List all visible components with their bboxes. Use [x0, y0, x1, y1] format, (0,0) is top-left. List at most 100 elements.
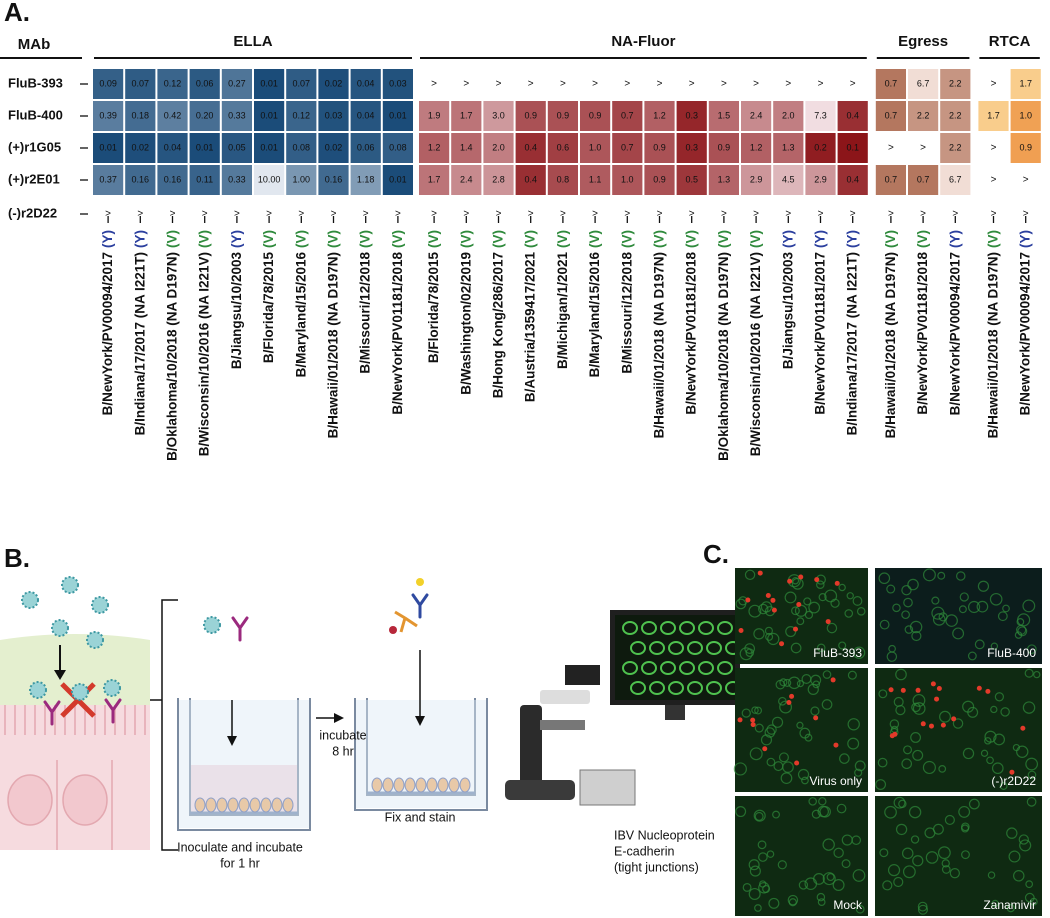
heat-cell	[419, 101, 450, 131]
cell-value: 0.05	[228, 142, 246, 152]
green-cell	[922, 568, 936, 582]
strain: B/NewYork/PV01181/2018	[915, 252, 930, 415]
heat-cell	[978, 101, 1009, 131]
cell-value: 0.4	[524, 142, 537, 152]
cell-icon	[404, 777, 416, 793]
cell-value: >	[920, 143, 926, 154]
red-nucleus	[830, 677, 836, 683]
heat-cell	[125, 165, 156, 195]
micrograph	[735, 796, 868, 916]
green-cell	[762, 884, 771, 893]
green-cell	[999, 782, 1008, 790]
image-label: FluB-400	[987, 646, 1036, 660]
heat-cell	[93, 133, 124, 163]
heat-cell	[940, 69, 971, 99]
green-cell	[1014, 631, 1023, 639]
green-cell	[852, 596, 863, 606]
column-label: B/Wisconsin/10/2016 (NA I221V) (V)	[196, 230, 211, 456]
column-label: B/NewYork/PV00094/2017 (Y)	[1017, 230, 1032, 415]
strain: B/Missouri/12/2018	[619, 252, 634, 374]
heat-cell	[221, 69, 252, 99]
cell-value: 0.7	[621, 142, 634, 152]
cell-value: 0.07	[293, 78, 311, 88]
cell-value: 0.03	[389, 78, 407, 88]
cell-value: >	[202, 209, 208, 220]
green-cell	[765, 632, 774, 641]
heat-cell	[254, 133, 285, 163]
green-cell	[878, 689, 888, 699]
red-nucleus	[789, 693, 795, 699]
lineage: (Y)	[132, 230, 147, 248]
stain-legend: (tight junctions)	[614, 860, 699, 874]
cell-value: >	[234, 209, 240, 220]
red-nucleus	[825, 619, 831, 625]
green-cell	[904, 625, 914, 634]
cell-value: 0.39	[99, 110, 117, 120]
green-cell	[1006, 827, 1018, 839]
cell-value: >	[721, 79, 727, 90]
lineage: (V)	[490, 230, 505, 248]
antibody-icon	[231, 616, 249, 642]
heat-cell	[350, 133, 381, 163]
green-cell	[797, 768, 810, 781]
heat-cell	[612, 101, 643, 131]
column-label: B/Oklahoma/10/2018 (NA D197N) (V)	[164, 230, 179, 461]
image-label: Mock	[833, 898, 863, 912]
heat-cell	[318, 165, 349, 195]
cell-value: >	[592, 79, 598, 90]
heat-cell	[741, 133, 772, 163]
cell-value: 1.7	[428, 174, 441, 184]
cell-value: 1.9	[428, 110, 441, 120]
cell-value: 0.08	[389, 142, 407, 152]
strain: B/NewYork/PV01181/2017	[812, 252, 827, 415]
green-cell	[1017, 626, 1028, 637]
heat-cell	[318, 101, 349, 131]
column-label: B/NewYork/PV01181/2018 (V)	[389, 230, 404, 415]
screen-cell	[649, 681, 665, 695]
screen-cell	[717, 661, 733, 675]
screen-cell	[717, 621, 733, 635]
cell-value: >	[496, 209, 502, 220]
green-cell	[990, 642, 999, 650]
cell-value: 2.4	[460, 174, 473, 184]
heat-cell	[875, 69, 906, 99]
heat-cell	[908, 165, 939, 195]
green-cell	[895, 823, 908, 836]
cell-value: 1.2	[653, 110, 666, 120]
green-cell	[824, 589, 838, 603]
cell-value: >	[266, 209, 272, 220]
cell-value: >	[991, 143, 997, 154]
lineage: (V)	[748, 230, 763, 248]
green-cell	[877, 757, 888, 768]
green-cell	[791, 606, 800, 616]
heat-cell	[773, 133, 804, 163]
cell-value: 0.9	[589, 110, 602, 120]
green-cell	[796, 721, 804, 729]
lineage: (V)	[164, 230, 179, 248]
green-cell	[808, 601, 821, 614]
red-nucleus	[750, 717, 756, 723]
green-cell	[879, 619, 890, 630]
strain: B/Wisconsin/10/2016 (NA I221V)	[748, 252, 763, 456]
cell-value: >	[991, 209, 997, 220]
heat-cell	[125, 101, 156, 131]
cell-value: 1.1	[589, 174, 602, 184]
label-dot	[416, 578, 424, 586]
red-nucleus	[940, 722, 946, 728]
strain: B/Oklahoma/10/2018 (NA D197N)	[164, 252, 179, 461]
cell-value: 0.37	[99, 174, 117, 184]
screen-cell	[679, 621, 695, 635]
red-nucleus	[813, 715, 819, 721]
green-cell	[903, 745, 913, 755]
green-cell	[807, 683, 819, 695]
green-cell	[1022, 599, 1036, 613]
green-cell	[907, 578, 919, 591]
green-cell	[822, 872, 836, 886]
heat-cell	[286, 101, 317, 131]
heat-cell	[708, 101, 739, 131]
heat-cell	[125, 69, 156, 99]
green-cell	[952, 627, 965, 640]
virus-icon	[103, 679, 121, 697]
heat-cell	[125, 133, 156, 163]
column-label: B/Missouri/12/2018 (V)	[619, 230, 634, 374]
